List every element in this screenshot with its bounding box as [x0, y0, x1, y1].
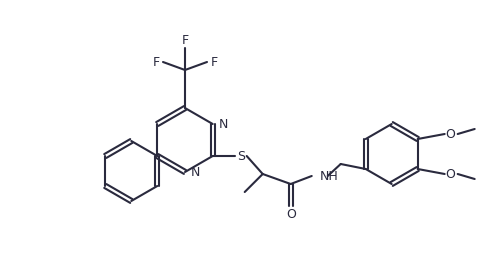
Text: NH: NH — [319, 170, 339, 183]
Text: O: O — [446, 127, 456, 140]
Text: F: F — [152, 55, 160, 68]
Text: S: S — [237, 150, 245, 163]
Text: N: N — [219, 117, 228, 130]
Text: N: N — [191, 165, 200, 178]
Text: F: F — [210, 55, 218, 68]
Text: O: O — [446, 168, 456, 181]
Text: O: O — [286, 207, 295, 220]
Text: F: F — [181, 35, 189, 47]
